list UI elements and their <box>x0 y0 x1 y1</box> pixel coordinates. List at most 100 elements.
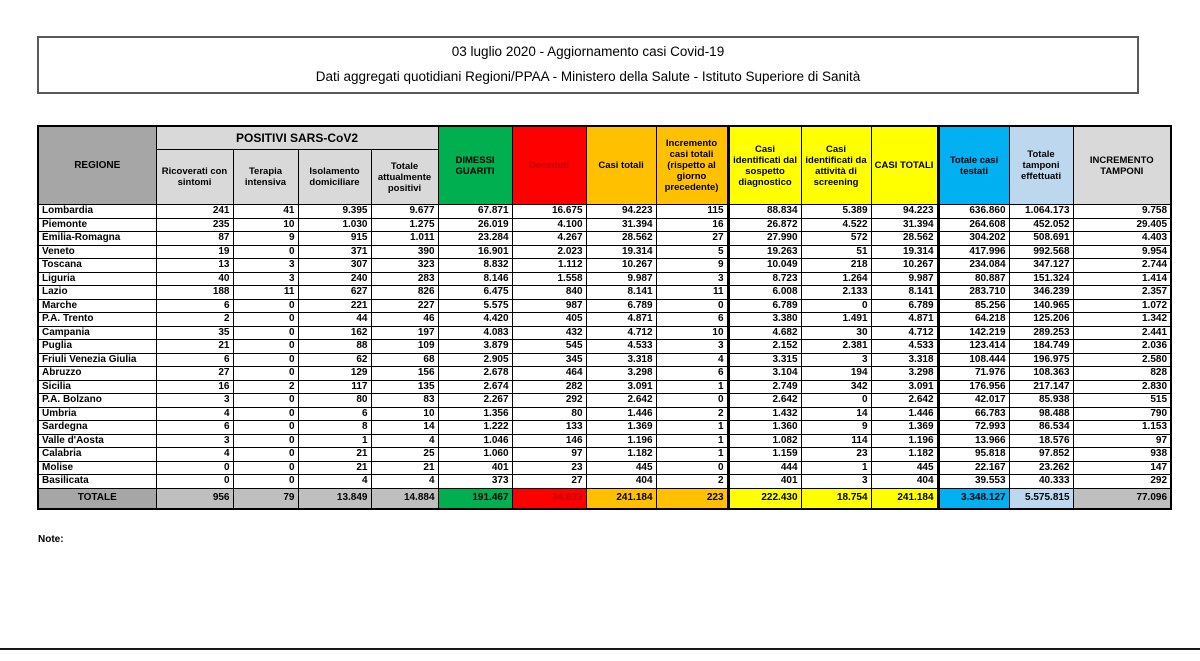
value-cell: 1.360 <box>726 420 802 435</box>
value-cell: 10.049 <box>726 258 802 273</box>
value-cell: 3 <box>655 339 729 354</box>
value-cell: 42.017 <box>936 393 1010 408</box>
table-row: Abruzzo 27 0 129 156 2.678 464 3.298 6 3.104 194 3.… <box>37 366 1172 381</box>
value-cell: 840 <box>511 285 587 300</box>
value-cell: 2.642 <box>726 393 802 408</box>
sub-header-ricoverati-con-sintomi: Ricoverati con sintomi <box>155 149 234 205</box>
region-name: P.A. Bolzano <box>37 393 157 408</box>
value-cell: 283 <box>370 271 439 286</box>
table-row: Friuli Venezia Giulia 6 0 62 68 2.905 345 3.318… <box>37 352 1172 367</box>
value-cell: 292 <box>511 393 587 408</box>
value-cell: 227 <box>370 298 439 313</box>
value-cell: 1.011 <box>370 231 439 246</box>
value-cell: 1.369 <box>870 420 939 435</box>
total-value-cell: 223 <box>655 487 729 509</box>
value-cell: 85.938 <box>1008 393 1074 408</box>
value-cell: 0 <box>800 393 872 408</box>
value-cell: 27 <box>511 474 587 489</box>
value-cell: 545 <box>511 339 587 354</box>
value-cell: 29.405 <box>1072 217 1172 232</box>
value-cell: 11 <box>232 285 299 300</box>
value-cell: 4.100 <box>511 217 587 232</box>
value-cell: 4 <box>370 433 439 448</box>
value-cell: 401 <box>437 460 513 475</box>
value-cell: 0 <box>232 433 299 448</box>
value-cell: 0 <box>655 460 729 475</box>
region-name: Umbria <box>37 406 157 421</box>
value-cell: 0 <box>232 393 299 408</box>
value-cell: 10 <box>655 325 729 340</box>
value-cell: 3.318 <box>585 352 657 367</box>
value-cell: 3.879 <box>437 339 513 354</box>
column-header-casi-totali: Casi totali <box>585 125 657 205</box>
value-cell: 19.314 <box>870 244 939 259</box>
value-cell: 4.533 <box>870 339 939 354</box>
value-cell: 6.008 <box>726 285 802 300</box>
value-cell: 25 <box>370 447 439 462</box>
value-cell: 10 <box>232 217 299 232</box>
value-cell: 401 <box>726 474 802 489</box>
value-cell: 445 <box>870 460 939 475</box>
value-cell: 4.533 <box>585 339 657 354</box>
value-cell: 146 <box>511 433 587 448</box>
value-cell: 135 <box>370 379 439 394</box>
table-row: Valle d'Aosta 3 0 1 4 1.046 146 1.196 1 1.082 114 1… <box>37 433 1172 448</box>
value-cell: 95.818 <box>936 447 1010 462</box>
region-name: P.A. Trento <box>37 312 157 327</box>
total-value-cell: 3.348.127 <box>936 487 1010 509</box>
value-cell: 347.127 <box>1008 258 1074 273</box>
value-cell: 3 <box>232 258 299 273</box>
value-cell: 0 <box>800 298 872 313</box>
region-name: Calabria <box>37 447 157 462</box>
value-cell: 88.834 <box>726 204 802 219</box>
value-cell: 2.152 <box>726 339 802 354</box>
value-cell: 3.298 <box>585 366 657 381</box>
value-cell: 342 <box>800 379 872 394</box>
total-value-cell: 13.849 <box>297 487 372 509</box>
value-cell: 915 <box>297 231 372 246</box>
table-row: Sicilia 16 2 117 135 2.674 282 3.091 1 2.749 342 3.… <box>37 379 1172 394</box>
value-cell: 417.996 <box>936 244 1010 259</box>
value-cell: 1.222 <box>437 420 513 435</box>
value-cell: 97 <box>511 447 587 462</box>
report-subtitle: Dati aggregati quotidiani Regioni/PPAA -… <box>315 69 861 85</box>
value-cell: 9.987 <box>870 271 939 286</box>
value-cell: 40 <box>155 271 234 286</box>
value-cell: 62 <box>297 352 372 367</box>
value-cell: 2.133 <box>800 285 872 300</box>
value-cell: 9.987 <box>585 271 657 286</box>
value-cell: 1.558 <box>511 271 587 286</box>
value-cell: 464 <box>511 366 587 381</box>
value-cell: 27.990 <box>726 231 802 246</box>
value-cell: 23 <box>511 460 587 475</box>
value-cell: 4 <box>655 352 729 367</box>
value-cell: 97 <box>1072 433 1172 448</box>
value-cell: 80 <box>511 406 587 421</box>
value-cell: 1.491 <box>800 312 872 327</box>
value-cell: 371 <box>297 244 372 259</box>
value-cell: 2 <box>155 312 234 327</box>
value-cell: 4 <box>155 447 234 462</box>
value-cell: 1 <box>655 420 729 435</box>
value-cell: 13 <box>155 258 234 273</box>
value-cell: 1.342 <box>1072 312 1172 327</box>
value-cell: 8.832 <box>437 258 513 273</box>
table-row: Basilicata 0 0 4 4 373 27 404 2 401 3 404 39.553 40.3… <box>37 474 1172 489</box>
value-cell: 6 <box>655 312 729 327</box>
value-cell: 39.553 <box>936 474 1010 489</box>
value-cell: 0 <box>655 393 729 408</box>
value-cell: 8.146 <box>437 271 513 286</box>
value-cell: 1 <box>655 447 729 462</box>
table-row: Sardegna 6 0 8 14 1.222 133 1.369 1 1.360 9 1.369 72… <box>37 420 1172 435</box>
value-cell: 264.608 <box>936 217 1010 232</box>
total-value-cell: 191.467 <box>437 487 513 509</box>
region-name: Liguria <box>37 271 157 286</box>
value-cell: 123.414 <box>936 339 1010 354</box>
value-cell: 373 <box>437 474 513 489</box>
table-row: Campania 35 0 162 197 4.083 432 4.712 10 4.682 30 4… <box>37 325 1172 340</box>
value-cell: 452.052 <box>1008 217 1074 232</box>
value-cell: 26.872 <box>726 217 802 232</box>
value-cell: 3.104 <box>726 366 802 381</box>
value-cell: 18.576 <box>1008 433 1074 448</box>
value-cell: 3 <box>155 393 234 408</box>
